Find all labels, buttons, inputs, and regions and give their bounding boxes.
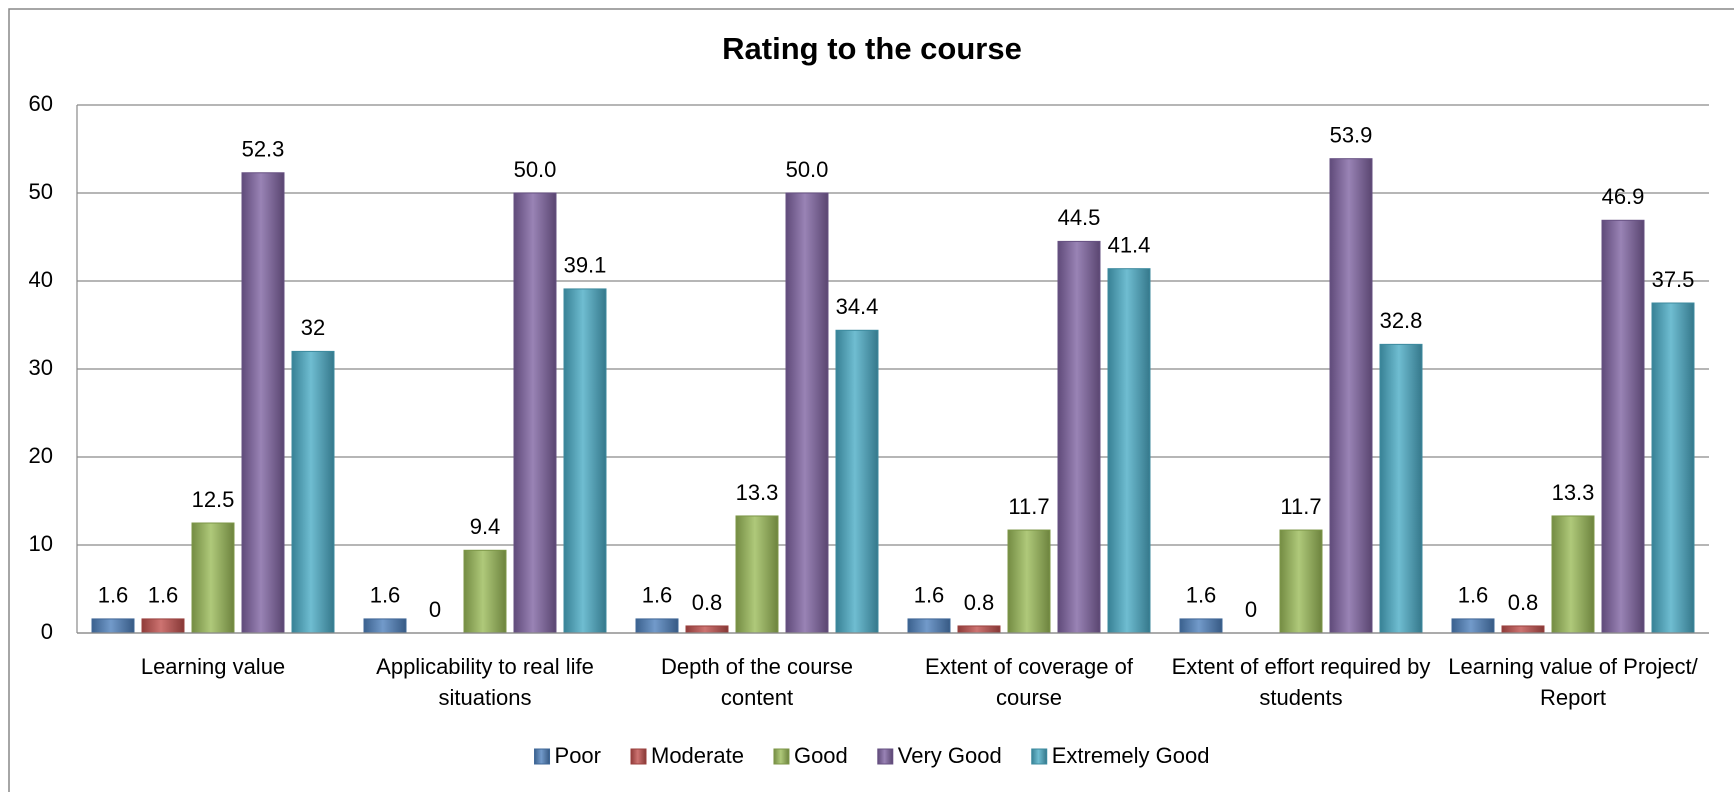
x-tick-label: Learning value (140, 654, 286, 679)
data-label: 1.6 (642, 583, 673, 608)
bar (835, 329, 879, 634)
x-tick-label: Extent of effort required by students (1171, 654, 1431, 710)
data-label: 1.6 (1458, 583, 1489, 608)
data-label: 11.7 (1008, 494, 1049, 519)
data-label: 0.8 (1508, 590, 1539, 615)
data-label: 13.3 (1552, 480, 1595, 505)
data-label: 37.5 (1652, 267, 1695, 292)
chart-border (8, 8, 1734, 792)
bar (1329, 158, 1373, 634)
y-tick-label: 50 (29, 179, 53, 204)
bar (191, 522, 235, 634)
bar (1007, 529, 1051, 634)
legend-label: Very Good (898, 743, 1002, 768)
data-label: 0 (1245, 597, 1257, 622)
y-tick-label: 20 (29, 443, 53, 468)
legend-label: Poor (555, 743, 601, 768)
x-tick-label: Applicability to real life situations (376, 654, 594, 710)
data-label: 41.4 (1108, 232, 1151, 257)
chart-title: Rating to the course (722, 31, 1022, 66)
bar (1501, 625, 1545, 634)
bar (635, 618, 679, 634)
data-label: 1.6 (148, 583, 179, 608)
data-label: 1.6 (1186, 583, 1217, 608)
bar (563, 288, 607, 634)
legend-marker (1031, 748, 1048, 765)
data-label: 53.9 (1330, 122, 1373, 147)
legend-label: Good (794, 743, 848, 768)
data-label: 9.4 (470, 514, 501, 539)
data-label: 34.4 (836, 294, 879, 319)
data-label: 0.8 (964, 590, 995, 615)
bar (957, 625, 1001, 634)
x-tick-label: Learning value of Project/ Report (1448, 654, 1698, 710)
data-label: 50.0 (514, 157, 557, 182)
legend-label: Moderate (651, 743, 744, 768)
bar (735, 515, 779, 634)
legend-label: Extremely Good (1052, 743, 1210, 768)
bar (1179, 618, 1223, 634)
bar (685, 625, 729, 634)
bar (1651, 302, 1695, 634)
data-label: 13.3 (736, 480, 779, 505)
data-label: 0 (429, 597, 441, 622)
y-tick-label: 60 (29, 91, 53, 116)
bar (1107, 268, 1151, 634)
data-label: 32.8 (1380, 308, 1423, 333)
bar (363, 618, 407, 634)
bar (785, 192, 829, 634)
data-label: 0.8 (692, 590, 723, 615)
y-tick-label: 10 (29, 531, 53, 556)
bar (1551, 515, 1595, 634)
data-label: 52.3 (242, 137, 285, 162)
data-label: 1.6 (370, 583, 401, 608)
bar (291, 350, 335, 634)
data-label: 12.5 (192, 487, 235, 512)
bar (91, 618, 135, 634)
y-tick-label: 0 (41, 619, 53, 644)
y-tick-label: 40 (29, 267, 53, 292)
data-label: 11.7 (1280, 494, 1321, 519)
y-tick-label: 30 (29, 355, 53, 380)
bar (141, 618, 185, 634)
bar (1601, 219, 1645, 634)
x-tick-label: Depth of the course content (660, 654, 853, 710)
data-label: 44.5 (1058, 205, 1101, 230)
bar (1451, 618, 1495, 634)
bar (907, 618, 951, 634)
x-tick-label: Extent of coverage of course (925, 654, 1133, 710)
data-label: 32 (301, 315, 325, 340)
data-label: 39.1 (564, 253, 607, 278)
legend-marker (877, 748, 894, 765)
legend-marker (630, 748, 647, 765)
data-label: 1.6 (98, 583, 129, 608)
bar (1057, 240, 1101, 634)
data-label: 46.9 (1602, 184, 1645, 209)
bar (241, 172, 285, 634)
bar (1379, 343, 1423, 634)
legend-marker (534, 748, 551, 765)
data-label: 50.0 (786, 157, 829, 182)
bar (1279, 529, 1323, 634)
bar (463, 549, 507, 634)
legend-marker (773, 748, 790, 765)
bar (513, 192, 557, 634)
data-label: 1.6 (914, 583, 945, 608)
